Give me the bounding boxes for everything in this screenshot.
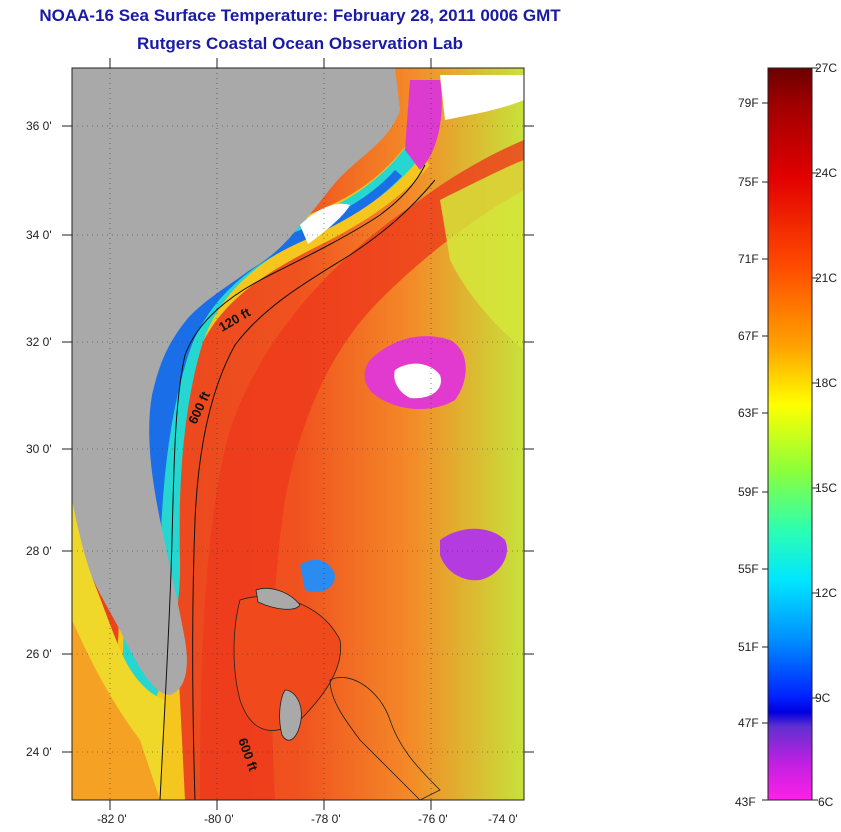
cb-f-67: 67F [738, 329, 759, 343]
land-usa [72, 68, 400, 695]
cloud-patch-2 [440, 528, 508, 581]
graticule [72, 68, 524, 800]
lon-label-82: -82 0' [97, 812, 127, 826]
cb-c-21: 21C [815, 271, 838, 285]
cloud-white-1 [394, 363, 441, 399]
map-title: NOAA-16 Sea Surface Temperature: Februar… [39, 6, 561, 25]
lat-label-26: 26 0' [26, 647, 52, 661]
lat-label-32: 32 0' [26, 335, 52, 349]
land-grand-bahama [255, 588, 301, 610]
gulf-warm-water [72, 620, 160, 800]
cb-f-79: 79F [738, 96, 759, 110]
cb-f-75: 75F [738, 175, 759, 189]
cloud-patch-3 [300, 559, 335, 592]
lat-label-36: 36 0' [26, 119, 52, 133]
map-subtitle: Rutgers Coastal Ocean Observation Lab [137, 34, 463, 53]
map-ticks [62, 58, 534, 810]
cb-c-12: 12C [815, 586, 838, 600]
cb-c-27: 27C [815, 61, 838, 75]
lat-label-28: 28 0' [26, 544, 52, 558]
cb-c-15: 15C [815, 481, 838, 495]
cool-water-ne [440, 160, 524, 350]
lat-label-30: 30 0' [26, 442, 52, 456]
colorbar-ticks [762, 67, 818, 801]
sound-white [300, 203, 350, 244]
cb-f-63: 63F [738, 406, 759, 420]
cb-f-51: 51F [738, 640, 759, 654]
lat-label-24: 24 0' [26, 745, 52, 759]
bahamas-bank-south [329, 677, 441, 800]
cb-c-24: 24C [815, 166, 838, 180]
cb-f-59: 59F [738, 485, 759, 499]
contour-120ft [159, 164, 426, 800]
map-frame [71, 67, 525, 801]
lon-label-76: -76 0' [418, 812, 448, 826]
lon-label-80: -80 0' [204, 812, 234, 826]
land-andros [279, 689, 302, 741]
cloud-white-north [440, 75, 524, 120]
lon-label-78: -78 0' [311, 812, 341, 826]
lat-label-34: 34 0' [26, 228, 52, 242]
cb-f-71: 71F [738, 252, 759, 266]
cloud-patch-4 [405, 80, 442, 170]
contour-600ft [192, 179, 436, 800]
cb-c-18: 18C [815, 376, 838, 390]
cb-f-55: 55F [738, 562, 759, 576]
lon-label-74: -74 0' [488, 812, 518, 826]
cb-c-9: 9C [815, 691, 831, 705]
cb-c-6: 6C [818, 795, 834, 809]
cb-f-47: 47F [738, 716, 759, 730]
colorbar [767, 67, 813, 801]
cb-f-43: 43F [735, 795, 756, 809]
